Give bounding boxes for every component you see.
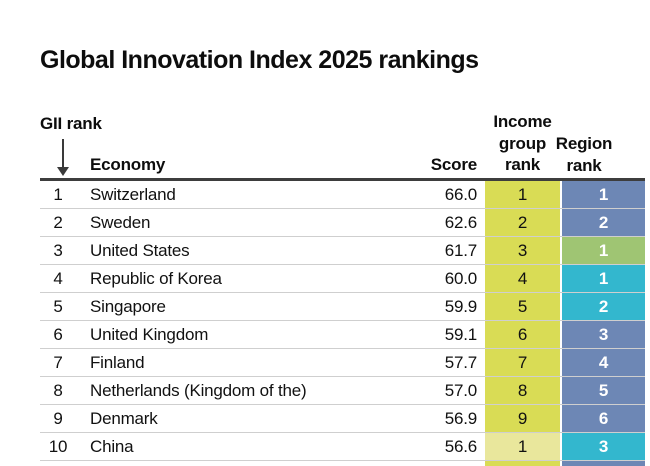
income-group-rank-cell: 1 xyxy=(485,181,560,208)
down-arrow-head xyxy=(57,167,69,176)
down-arrow-icon xyxy=(55,139,71,177)
economy-cell: China xyxy=(90,437,134,456)
economy-cell: Netherlands (Kingdom of the) xyxy=(90,381,307,400)
table-row: 6 United Kingdom 59.1 6 3 xyxy=(40,321,645,349)
column-gap xyxy=(477,237,485,264)
table-row: 7 Finland 57.7 7 4 xyxy=(40,349,645,377)
table-row: 9 Denmark 56.9 9 6 xyxy=(40,405,645,433)
income-group-rank-cell xyxy=(485,461,560,466)
column-gap xyxy=(477,405,485,432)
table-row: 10 China 56.6 1 3 xyxy=(40,433,645,461)
region-rank-header: Region rank xyxy=(534,133,634,176)
score-cell: 59.1 xyxy=(444,325,477,344)
region-rank-cell: 1 xyxy=(560,265,645,292)
gii-rank-cell: 3 xyxy=(53,241,63,260)
economy-cell: Finland xyxy=(90,353,145,372)
score-cell: 56.9 xyxy=(444,409,477,428)
rankings-table-body: 1 Switzerland 66.0 1 1 2 Sweden 62.6 2 2… xyxy=(40,181,645,466)
region-rank-cell: 1 xyxy=(560,181,645,208)
income-group-rank-cell: 2 xyxy=(485,209,560,236)
score-cell: 66.0 xyxy=(444,185,477,204)
column-gap xyxy=(477,265,485,292)
table-row: 1 Switzerland 66.0 1 1 xyxy=(40,181,645,209)
gii-rank-cell: 2 xyxy=(53,213,63,232)
gii-rank-cell: 4 xyxy=(53,269,63,288)
column-gap xyxy=(477,181,485,208)
region-rank-cell: 2 xyxy=(560,293,645,320)
economy-cell xyxy=(76,461,417,466)
table-row-truncated xyxy=(40,461,645,466)
column-gap xyxy=(477,461,485,466)
income-group-rank-cell: 6 xyxy=(485,321,560,348)
economy-cell: Denmark xyxy=(90,409,158,428)
income-header-line-2: group xyxy=(498,133,547,153)
column-gap xyxy=(477,349,485,376)
income-header-line-3: rank xyxy=(504,155,541,174)
economy-cell: United Kingdom xyxy=(90,325,209,344)
income-group-rank-cell: 1 xyxy=(485,433,560,460)
table-row: 2 Sweden 62.6 2 2 xyxy=(40,209,645,237)
gii-rank-cell: 6 xyxy=(53,325,63,344)
table-row: 8 Netherlands (Kingdom of the) 57.0 8 5 xyxy=(40,377,645,405)
income-header-line-1: Income xyxy=(493,112,552,131)
column-gap xyxy=(477,377,485,404)
income-group-rank-cell: 5 xyxy=(485,293,560,320)
table-row: 3 United States 61.7 3 1 xyxy=(40,237,645,265)
down-arrow-shaft xyxy=(62,139,64,169)
region-rank-cell: 4 xyxy=(560,349,645,376)
column-gap xyxy=(477,321,485,348)
column-gap xyxy=(477,433,485,460)
score-cell: 57.7 xyxy=(444,353,477,372)
income-group-rank-cell: 7 xyxy=(485,349,560,376)
income-group-rank-cell: 9 xyxy=(485,405,560,432)
gii-rank-cell: 8 xyxy=(53,381,63,400)
income-group-rank-cell: 3 xyxy=(485,237,560,264)
region-header-line-2: rank xyxy=(566,155,602,175)
score-cell: 61.7 xyxy=(444,241,477,260)
income-group-rank-cell: 4 xyxy=(485,265,560,292)
gii-rank-cell: 1 xyxy=(53,185,63,204)
economy-cell: Republic of Korea xyxy=(90,269,222,288)
region-rank-cell: 1 xyxy=(560,237,645,264)
score-cell: 62.6 xyxy=(444,213,477,232)
gii-rank-cell: 7 xyxy=(53,353,63,372)
region-rank-cell: 6 xyxy=(560,405,645,432)
score-cell: 56.6 xyxy=(444,437,477,456)
region-rank-cell: 5 xyxy=(560,377,645,404)
income-group-rank-cell: 8 xyxy=(485,377,560,404)
score-cell: 60.0 xyxy=(444,269,477,288)
region-rank-cell: 3 xyxy=(560,321,645,348)
page-title: Global Innovation Index 2025 rankings xyxy=(40,46,479,74)
economy-cell: Sweden xyxy=(90,213,151,232)
score-cell xyxy=(417,461,477,466)
economy-cell: Singapore xyxy=(90,297,166,316)
economy-cell: United States xyxy=(90,241,190,260)
score-header: Score xyxy=(430,155,477,174)
table-row: 5 Singapore 59.9 5 2 xyxy=(40,293,645,321)
gii-rank-header: GII rank xyxy=(40,114,102,133)
gii-rank-cell xyxy=(40,461,76,466)
region-header-line-1: Region xyxy=(555,134,613,153)
income-group-rank-header: Income group rank xyxy=(485,111,560,176)
economy-cell: Switzerland xyxy=(90,185,176,204)
region-rank-cell xyxy=(560,461,645,466)
region-rank-cell: 2 xyxy=(560,209,645,236)
economy-header: Economy xyxy=(90,155,166,174)
table-row: 4 Republic of Korea 60.0 4 1 xyxy=(40,265,645,293)
gii-rank-cell: 5 xyxy=(53,297,63,316)
column-gap xyxy=(477,293,485,320)
score-cell: 59.9 xyxy=(444,297,477,316)
header-divider xyxy=(40,178,645,181)
gii-rank-cell: 10 xyxy=(48,437,68,456)
gii-rank-cell: 9 xyxy=(53,409,63,428)
region-rank-cell: 3 xyxy=(560,433,645,460)
score-cell: 57.0 xyxy=(444,381,477,400)
column-gap xyxy=(477,209,485,236)
